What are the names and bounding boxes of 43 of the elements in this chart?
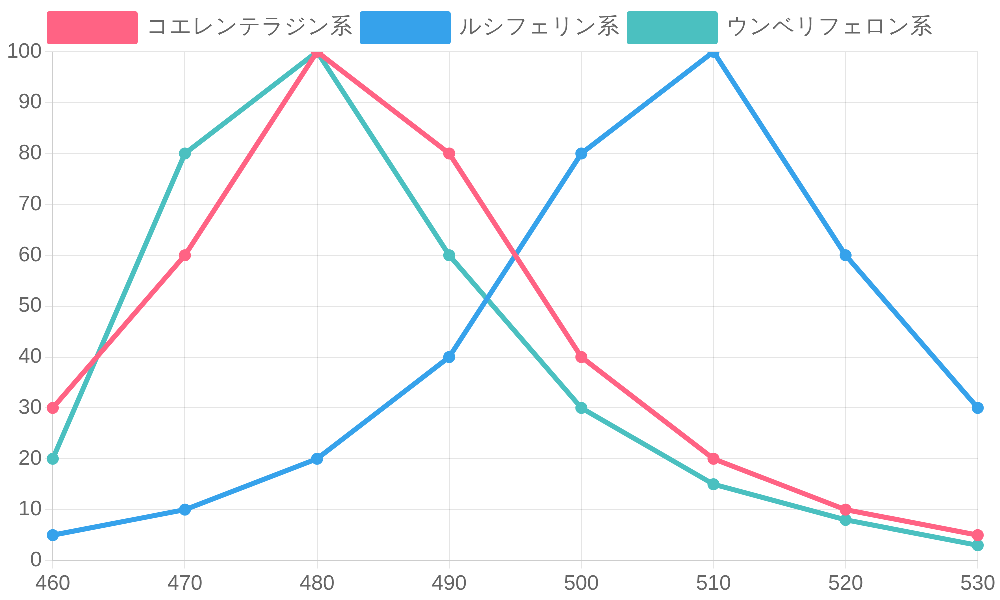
x-tick-label: 470 [168, 572, 203, 596]
legend-label: コエレンテラジン系 [146, 14, 352, 40]
point [840, 250, 852, 262]
point [972, 529, 984, 542]
point [443, 148, 456, 160]
point [443, 250, 456, 262]
y-tick-label: 50 [18, 294, 42, 318]
y-tick-label: 90 [18, 90, 42, 114]
x-tick-label: 490 [432, 572, 467, 596]
y-tick-label: 20 [18, 446, 42, 470]
y-tick-label: 0 [30, 548, 42, 572]
point [576, 148, 588, 160]
y-tick-label: 100 [6, 40, 42, 63]
point [576, 351, 588, 364]
point [47, 402, 60, 414]
x-tick-label: 520 [828, 572, 864, 596]
legend-label: ウンベリフェロン系 [726, 14, 932, 40]
point [708, 453, 720, 466]
point [179, 250, 192, 262]
point [972, 540, 984, 552]
x-tick-label: 460 [36, 572, 71, 596]
point [840, 514, 852, 526]
point [47, 453, 60, 466]
x-tick-label: 480 [300, 572, 335, 596]
point [443, 351, 456, 364]
point [311, 453, 324, 466]
point [972, 402, 984, 414]
point [47, 529, 60, 542]
y-tick-label: 30 [18, 396, 42, 419]
point [708, 478, 720, 490]
x-tick-label: 510 [696, 572, 732, 596]
point [840, 504, 852, 516]
y-tick-label: 70 [18, 192, 42, 216]
y-tick-label: 40 [18, 345, 42, 368]
x-tick-label: 500 [564, 572, 600, 596]
y-tick-label: 10 [18, 498, 42, 521]
y-tick-label: 60 [18, 243, 42, 266]
point [179, 504, 192, 516]
point [576, 402, 588, 414]
point [179, 148, 192, 160]
y-tick-label: 80 [18, 142, 42, 165]
legend-label: ルシフェリン系 [460, 14, 620, 40]
x-tick-label: 530 [960, 572, 996, 596]
